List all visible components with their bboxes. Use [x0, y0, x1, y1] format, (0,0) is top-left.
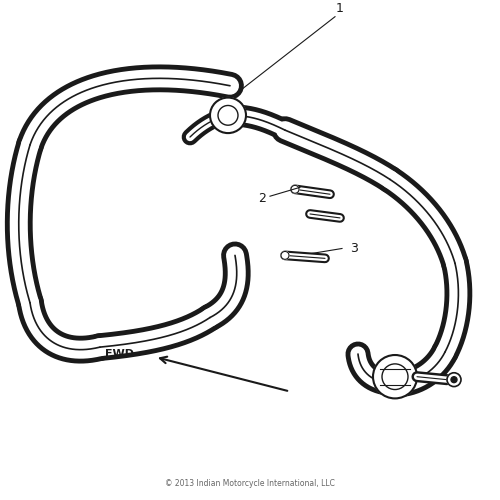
Circle shape — [291, 186, 299, 194]
Text: 1: 1 — [336, 2, 344, 15]
Text: © 2013 Indian Motorcycle International, LLC: © 2013 Indian Motorcycle International, … — [165, 479, 335, 488]
Circle shape — [382, 364, 408, 390]
Circle shape — [210, 98, 246, 133]
Circle shape — [218, 106, 238, 125]
Text: 3: 3 — [350, 242, 358, 255]
Circle shape — [451, 376, 457, 382]
Circle shape — [447, 373, 461, 386]
Circle shape — [281, 252, 289, 260]
Text: 2: 2 — [258, 192, 266, 204]
Text: FWD: FWD — [105, 349, 134, 359]
Circle shape — [373, 355, 417, 399]
